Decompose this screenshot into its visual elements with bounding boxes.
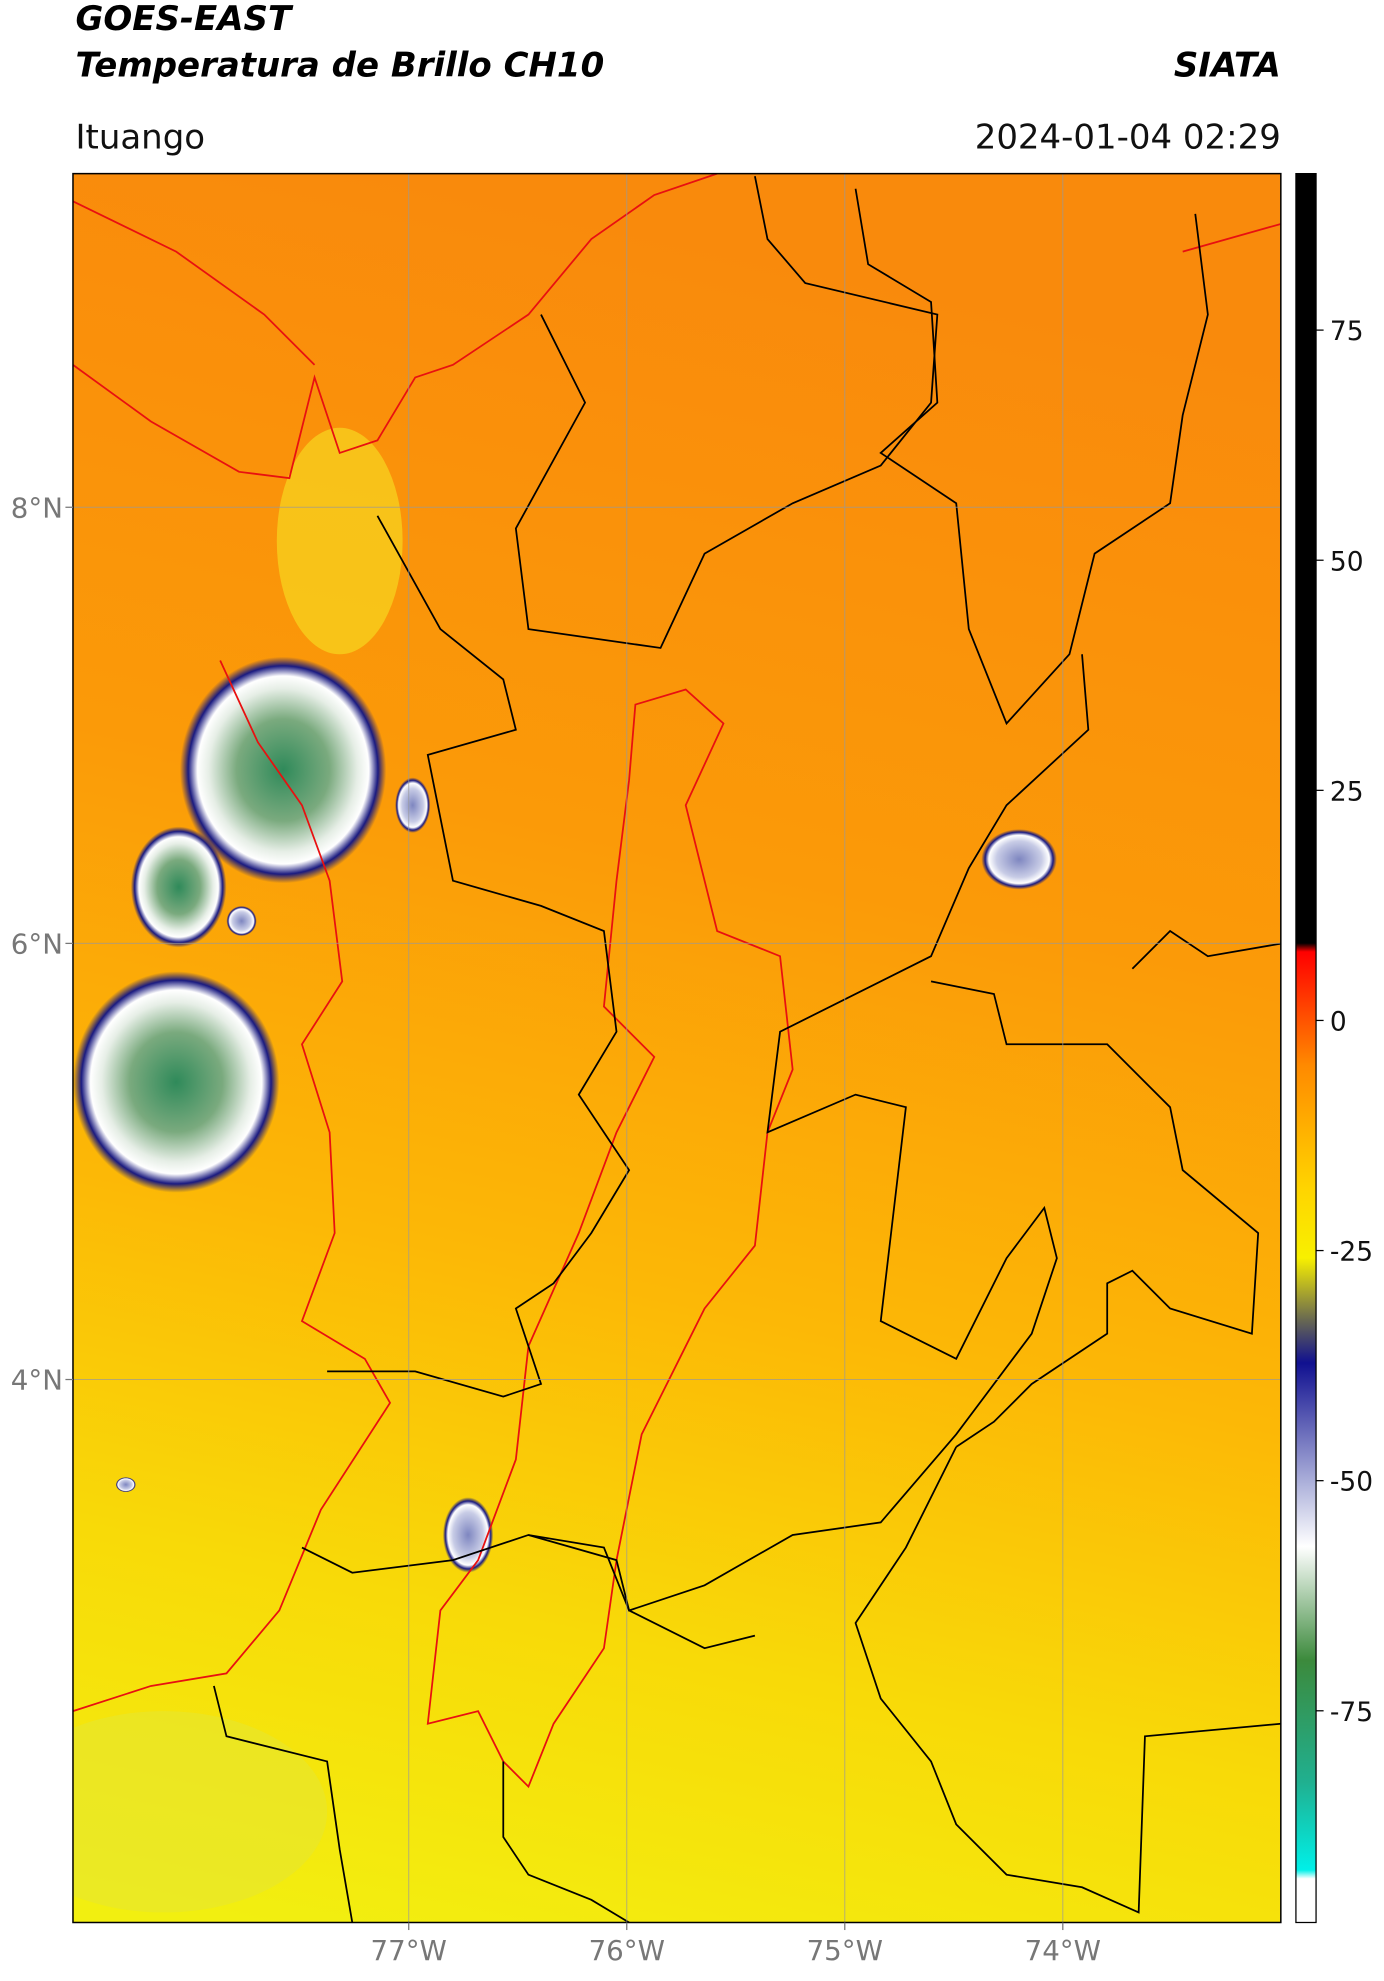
cloud xyxy=(179,656,387,884)
colorbar-tick-label: 50 xyxy=(1330,546,1364,577)
boundary xyxy=(854,188,1209,726)
location: Ituango xyxy=(75,117,205,157)
graticule xyxy=(72,173,1281,1923)
colorbar-tick-label: 75 xyxy=(1330,316,1364,347)
colorbar-tick-label: 0 xyxy=(1330,1007,1347,1038)
colorbar-tick-label: -75 xyxy=(1330,1697,1373,1728)
source: SIATA xyxy=(1174,46,1281,86)
map-body xyxy=(72,173,1281,1923)
colorbar-tick-label: 25 xyxy=(1330,776,1364,807)
field-patch xyxy=(72,1711,328,1913)
coast-panama xyxy=(72,200,316,366)
colorbar xyxy=(1295,172,1317,1924)
boundary xyxy=(502,1761,630,1923)
cloud xyxy=(226,905,257,937)
boundaries xyxy=(213,175,1281,1923)
cloud xyxy=(442,1497,494,1573)
y-tick-label: 4°N xyxy=(11,1364,63,1397)
datetime: 2024-01-04 02:29 xyxy=(975,117,1281,157)
boundary xyxy=(213,1685,354,1923)
basin-outline xyxy=(426,688,794,1789)
boundary xyxy=(327,515,631,1398)
x-tick-label: 77°W xyxy=(371,1934,447,1967)
x-tick-label: 76°W xyxy=(589,1934,665,1967)
cloud xyxy=(395,777,431,833)
x-tick-label: 75°W xyxy=(807,1934,883,1967)
y-tick-label: 8°N xyxy=(11,491,63,524)
subtitle: Temperatura de Brillo CH10 xyxy=(75,46,604,86)
coast-caribbean xyxy=(72,173,718,480)
coastline xyxy=(72,173,1281,1789)
boundary xyxy=(528,654,1090,1612)
boundary xyxy=(514,175,939,649)
y-tick-label: 6°N xyxy=(11,927,63,960)
cloud xyxy=(981,829,1057,890)
x-tick-label: 74°W xyxy=(1025,1934,1101,1967)
coast-pacific xyxy=(72,660,392,1712)
cloud xyxy=(72,971,280,1193)
cloud xyxy=(130,826,227,948)
boundary xyxy=(930,980,1260,1448)
colorbar-tick-label: -25 xyxy=(1330,1237,1373,1268)
map-frame xyxy=(72,172,1282,1924)
boundary xyxy=(301,1534,756,1650)
cloud xyxy=(115,1477,136,1493)
field-patch xyxy=(276,427,403,655)
title: GOES-EAST xyxy=(75,0,293,39)
boundary xyxy=(854,1446,1281,1914)
colorbar-tick-label: -50 xyxy=(1330,1467,1373,1498)
